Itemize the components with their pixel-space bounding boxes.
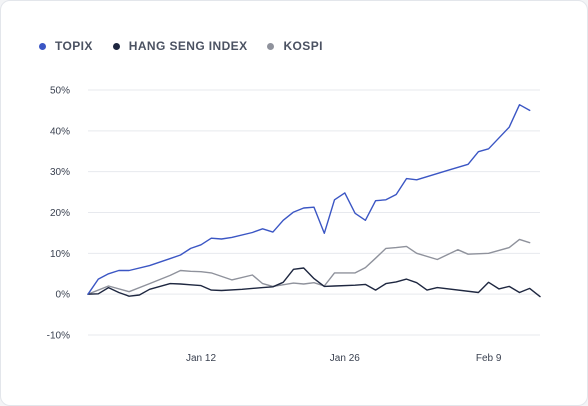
legend-item-kospi[interactable]: KOSPI	[267, 39, 322, 53]
series-line-kospi[interactable]	[87, 238, 531, 295]
y-tick-label: -10%	[47, 331, 70, 342]
legend-item-hang-seng-index[interactable]: HANG SENG INDEX	[112, 39, 248, 53]
legend-dot-kospi	[267, 42, 275, 50]
x-tick-label: Feb 9	[476, 353, 502, 364]
legend-dot-topix	[39, 42, 46, 50]
y-tick-label: 30%	[50, 167, 70, 178]
series-line-hang-seng-index[interactable]	[87, 267, 541, 298]
x-tick-label: Jan 26	[330, 353, 360, 364]
y-axis-ticks: -10% 0% 10% 20% 30% 40% 50%	[47, 86, 70, 342]
legend-item-topix[interactable]: TOPIX	[39, 39, 93, 53]
chart-legend: TOPIX HANG SENG INDEX KOSPI	[39, 39, 323, 53]
y-tick-label: 10%	[50, 249, 70, 260]
y-tick-label: 0%	[56, 290, 71, 301]
legend-label-topix: TOPIX	[55, 39, 93, 53]
y-tick-label: 20%	[50, 208, 70, 219]
legend-label-kospi: KOSPI	[283, 39, 323, 53]
y-tick-label: 40%	[50, 126, 70, 137]
series-lines	[87, 103, 541, 298]
x-tick-label: Jan 12	[186, 353, 216, 364]
legend-label-hang-seng-index: HANG SENG INDEX	[128, 39, 248, 53]
y-tick-label: 50%	[50, 86, 70, 97]
series-line-topix[interactable]	[87, 103, 531, 295]
legend-dot-hang-seng-index	[112, 42, 120, 50]
grid-lines	[88, 89, 540, 336]
